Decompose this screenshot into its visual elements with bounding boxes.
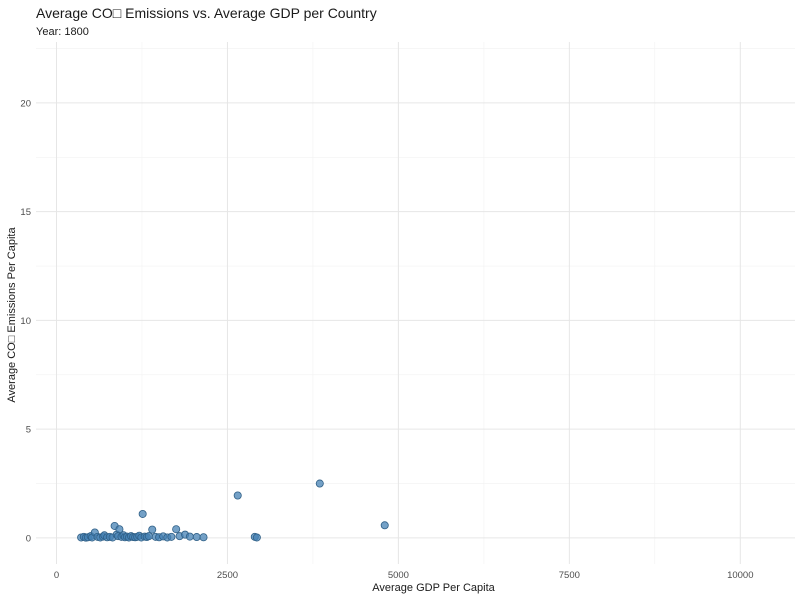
data-point bbox=[380, 521, 389, 530]
data-point bbox=[233, 491, 242, 500]
x-tick-label: 10000 bbox=[727, 570, 753, 581]
y-tick-label: 5 bbox=[26, 425, 31, 436]
x-tick-label: 7500 bbox=[559, 570, 580, 581]
data-point bbox=[192, 533, 201, 542]
x-tick-label: 0 bbox=[54, 570, 59, 581]
data-point bbox=[144, 532, 153, 541]
y-tick-label: 15 bbox=[20, 207, 31, 218]
x-axis-title: Average GDP Per Capita bbox=[372, 582, 495, 594]
chart-title: Average CO□ Emissions vs. Average GDP pe… bbox=[36, 5, 377, 21]
data-point bbox=[199, 533, 208, 542]
y-tick-label: 0 bbox=[26, 533, 31, 544]
data-point bbox=[315, 479, 324, 488]
data-point bbox=[115, 525, 124, 534]
data-point bbox=[167, 532, 176, 541]
y-tick-label: 10 bbox=[20, 316, 31, 327]
y-axis-title: Average CO□ Emissions Per Capita bbox=[6, 227, 18, 403]
data-point bbox=[185, 532, 194, 541]
x-tick-label: 2500 bbox=[217, 570, 238, 581]
data-point bbox=[148, 525, 157, 534]
data-point bbox=[172, 525, 181, 534]
data-point bbox=[138, 509, 147, 518]
data-point bbox=[252, 533, 261, 542]
chart-subtitle: Year: 1800 bbox=[36, 26, 89, 38]
x-tick-label: 5000 bbox=[388, 570, 409, 581]
y-tick-label: 20 bbox=[20, 98, 31, 109]
